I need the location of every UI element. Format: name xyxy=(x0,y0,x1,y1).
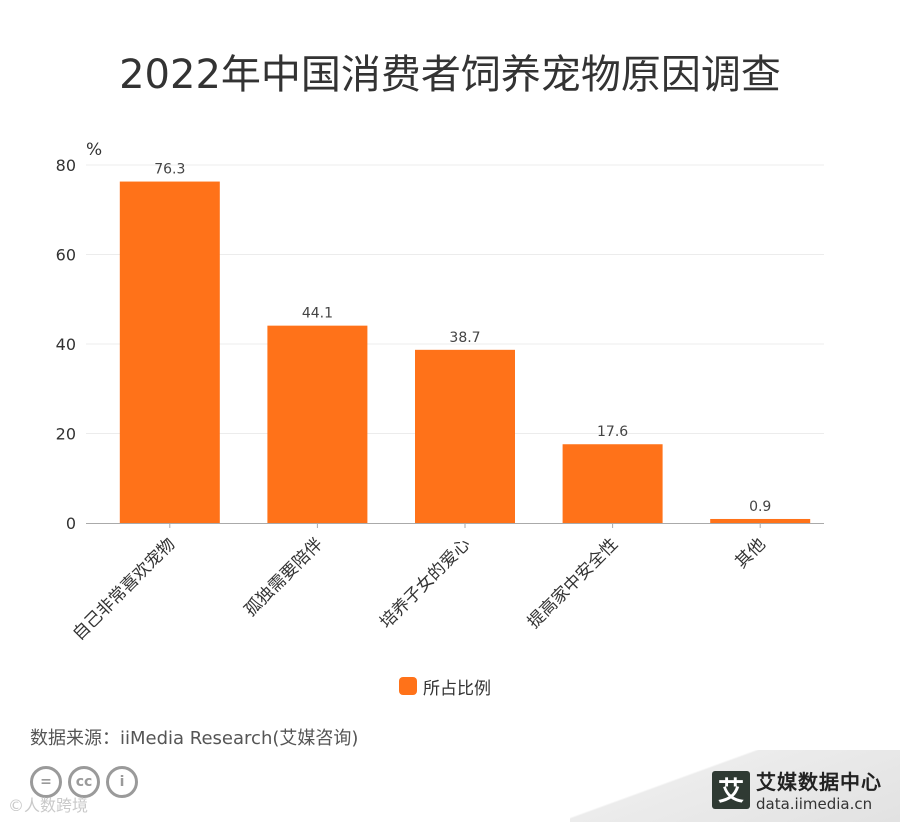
legend-label: 所占比例 xyxy=(423,678,491,699)
data-label: 17.6 xyxy=(597,424,628,440)
x-tick-label: 孤独需要陪伴 xyxy=(241,534,327,620)
y-tick-label: 80 xyxy=(56,156,76,175)
brand-url: data.iimedia.cn xyxy=(756,795,873,813)
y-axis-unit: % xyxy=(86,140,102,160)
bar xyxy=(267,325,368,523)
watermark: ©人数跨境 xyxy=(8,796,89,815)
x-tick-label: 培养子女的爱心 xyxy=(376,534,474,632)
bar xyxy=(119,181,220,523)
brand-name: 艾媒数据中心 xyxy=(756,770,882,794)
attribution-icon: i xyxy=(106,766,138,798)
creative-commons-icon: cc xyxy=(68,766,100,798)
data-label: 0.9 xyxy=(749,499,771,515)
legend-swatch xyxy=(399,677,417,695)
page-title: 2022年中国消费者饲养宠物原因调查 xyxy=(119,52,781,98)
y-tick-label: 20 xyxy=(56,425,76,444)
bar xyxy=(710,518,811,523)
x-tick-label: 提高家中安全性 xyxy=(524,534,622,632)
license-icons: = cc i xyxy=(30,766,138,798)
x-tick-label: 自己非常喜欢宠物 xyxy=(69,534,179,644)
y-tick-label: 60 xyxy=(56,246,76,265)
bar xyxy=(415,349,515,523)
source-note: 数据来源：iiMedia Research(艾媒咨询) xyxy=(30,728,359,749)
bar xyxy=(562,444,663,523)
x-tick-label: 其他 xyxy=(732,534,770,572)
no-derivatives-icon: = xyxy=(30,766,62,798)
legend: 所占比例 xyxy=(399,675,491,699)
y-tick-label: 0 xyxy=(66,514,76,533)
data-label: 44.1 xyxy=(302,306,333,322)
data-label: 38.7 xyxy=(449,330,480,346)
brand: 艾 艾媒数据中心 data.iimedia.cn xyxy=(712,766,882,813)
data-label: 76.3 xyxy=(154,162,185,178)
iimedia-logo-icon: 艾 xyxy=(712,770,750,809)
y-tick-label: 40 xyxy=(56,335,76,354)
